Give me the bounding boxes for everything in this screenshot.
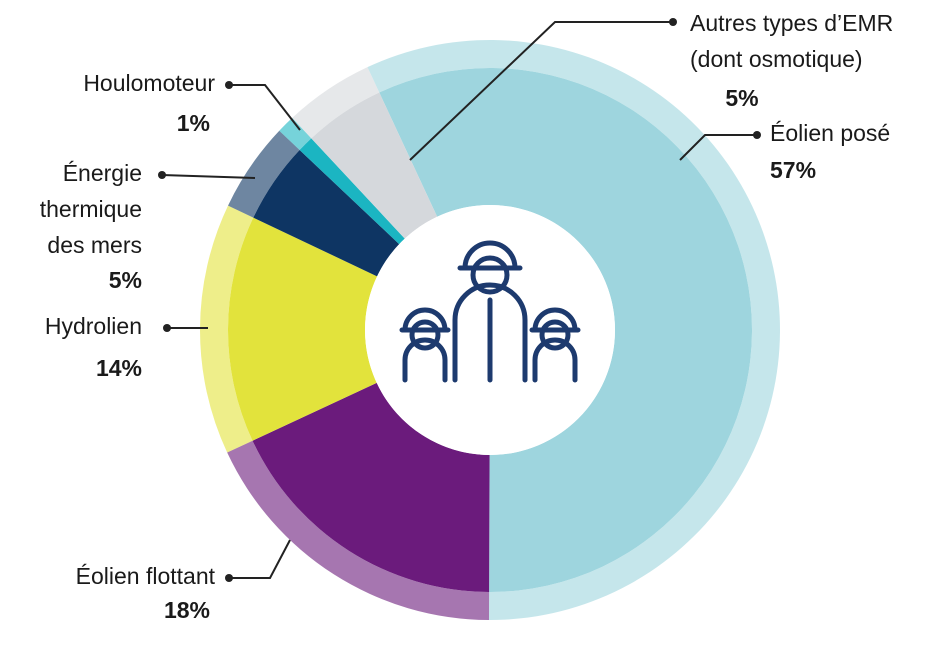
slice-value: 14% xyxy=(96,355,142,381)
leader-dot xyxy=(225,574,233,582)
leader-line xyxy=(409,21,673,161)
slice-value: 5% xyxy=(725,85,758,111)
leader-dot xyxy=(753,131,761,139)
slice-value: 5% xyxy=(109,267,142,293)
slice-label: Éolien posé xyxy=(770,120,890,146)
donut-segment xyxy=(228,217,378,441)
workers-icon xyxy=(399,240,581,383)
slice-value: 1% xyxy=(177,110,210,136)
donut-segment-rim xyxy=(228,130,300,218)
donut-segment-rim xyxy=(279,117,312,150)
slice-label: Autres types d’EMR (dont osmotique) xyxy=(690,10,893,72)
leader-line xyxy=(229,539,291,579)
slice-label: Éolien flottant xyxy=(76,563,216,589)
donut-segment-rim xyxy=(292,67,380,139)
slice-value: 18% xyxy=(164,597,210,623)
leader-line xyxy=(229,84,301,131)
donut-segment xyxy=(299,138,405,245)
slice-label: Houlomoteur xyxy=(83,70,215,96)
donut xyxy=(200,40,780,620)
leader-dot xyxy=(225,81,233,89)
donut-segment xyxy=(252,382,490,592)
donut-segment xyxy=(311,92,438,239)
donut-segment-rim xyxy=(200,205,254,453)
leader-dot xyxy=(163,324,171,332)
leader-dot xyxy=(158,171,166,179)
donut-segment xyxy=(379,68,752,592)
donut-segment-rim xyxy=(227,440,490,620)
slice-label: Hydrolien xyxy=(45,313,142,339)
leader-line xyxy=(679,134,757,161)
leader-dot xyxy=(669,18,677,26)
slice-label: Énergie thermique des mers xyxy=(40,160,142,258)
slice-value: 57% xyxy=(770,157,816,183)
leader-line xyxy=(161,174,256,179)
donut-segment xyxy=(253,149,400,277)
